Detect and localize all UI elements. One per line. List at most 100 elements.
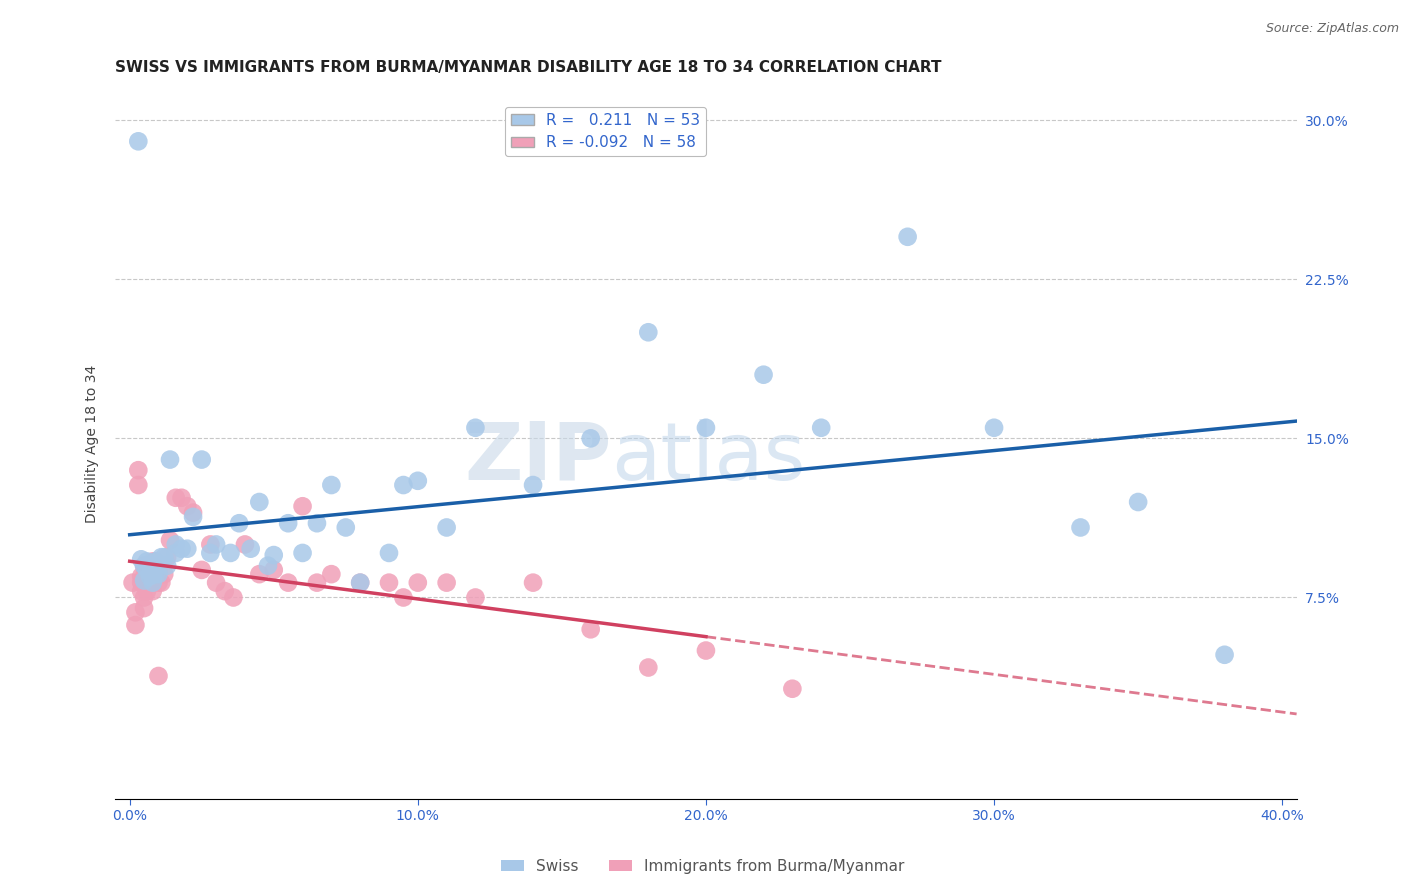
Point <box>291 500 314 514</box>
Point <box>291 546 314 560</box>
Point <box>214 584 236 599</box>
Point <box>200 546 222 560</box>
Point <box>156 550 179 565</box>
Point <box>522 478 544 492</box>
Point <box>148 575 170 590</box>
Point <box>139 569 162 583</box>
Point <box>752 368 775 382</box>
Point <box>170 541 193 556</box>
Point <box>136 584 159 599</box>
Point <box>165 546 187 560</box>
Point <box>579 431 602 445</box>
Point <box>181 509 204 524</box>
Point <box>897 229 920 244</box>
Point <box>136 563 159 577</box>
Point <box>522 575 544 590</box>
Point <box>148 567 170 582</box>
Point <box>239 541 262 556</box>
Point <box>127 478 149 492</box>
Point <box>637 660 659 674</box>
Point <box>305 575 328 590</box>
Point <box>132 601 155 615</box>
Point <box>263 548 285 562</box>
Point <box>153 567 176 582</box>
Point <box>436 520 458 534</box>
Point <box>219 546 242 560</box>
Point <box>406 474 429 488</box>
Point <box>176 500 198 514</box>
Point <box>136 575 159 590</box>
Point <box>335 520 357 534</box>
Point <box>247 495 270 509</box>
Point <box>145 554 167 568</box>
Point <box>132 558 155 573</box>
Point <box>124 605 146 619</box>
Point <box>142 554 165 568</box>
Point <box>129 584 152 599</box>
Point <box>145 567 167 582</box>
Point <box>139 558 162 573</box>
Text: atlas: atlas <box>612 419 806 497</box>
Point <box>159 533 181 548</box>
Point <box>1070 520 1092 534</box>
Point <box>305 516 328 531</box>
Point <box>637 326 659 340</box>
Point <box>132 569 155 583</box>
Point <box>142 575 165 590</box>
Text: Source: ZipAtlas.com: Source: ZipAtlas.com <box>1265 22 1399 36</box>
Point <box>392 478 415 492</box>
Point <box>159 452 181 467</box>
Point <box>321 567 343 582</box>
Point <box>695 643 717 657</box>
Point <box>464 591 486 605</box>
Point <box>349 575 371 590</box>
Point <box>170 491 193 505</box>
Point <box>139 569 162 583</box>
Point <box>145 567 167 582</box>
Point <box>378 546 401 560</box>
Point <box>153 550 176 565</box>
Text: ZIP: ZIP <box>464 419 612 497</box>
Point <box>148 669 170 683</box>
Point <box>222 591 245 605</box>
Point <box>127 463 149 477</box>
Point <box>321 478 343 492</box>
Point <box>132 591 155 605</box>
Point <box>124 618 146 632</box>
Point <box>436 575 458 590</box>
Point <box>983 421 1005 435</box>
Point <box>277 575 299 590</box>
Point <box>406 575 429 590</box>
Point <box>349 575 371 590</box>
Point <box>136 563 159 577</box>
Point <box>145 554 167 568</box>
Point <box>205 537 228 551</box>
Point <box>142 584 165 599</box>
Point <box>142 567 165 582</box>
Point <box>136 554 159 568</box>
Point <box>247 567 270 582</box>
Point <box>1126 495 1149 509</box>
Point <box>132 574 155 588</box>
Point <box>129 552 152 566</box>
Text: SWISS VS IMMIGRANTS FROM BURMA/MYANMAR DISABILITY AGE 18 TO 34 CORRELATION CHART: SWISS VS IMMIGRANTS FROM BURMA/MYANMAR D… <box>115 60 942 75</box>
Point <box>129 575 152 590</box>
Point <box>181 506 204 520</box>
Point <box>139 558 162 573</box>
Point <box>142 575 165 590</box>
Point <box>190 452 212 467</box>
Point <box>132 558 155 573</box>
Point <box>810 421 832 435</box>
Point <box>136 558 159 573</box>
Point <box>127 134 149 148</box>
Point <box>257 558 280 573</box>
Point <box>228 516 250 531</box>
Point <box>263 563 285 577</box>
Legend: R =   0.211   N = 53, R = -0.092   N = 58: R = 0.211 N = 53, R = -0.092 N = 58 <box>505 106 706 156</box>
Point <box>200 537 222 551</box>
Point <box>782 681 804 696</box>
Point <box>176 541 198 556</box>
Point <box>1213 648 1236 662</box>
Point <box>165 491 187 505</box>
Point <box>142 567 165 582</box>
